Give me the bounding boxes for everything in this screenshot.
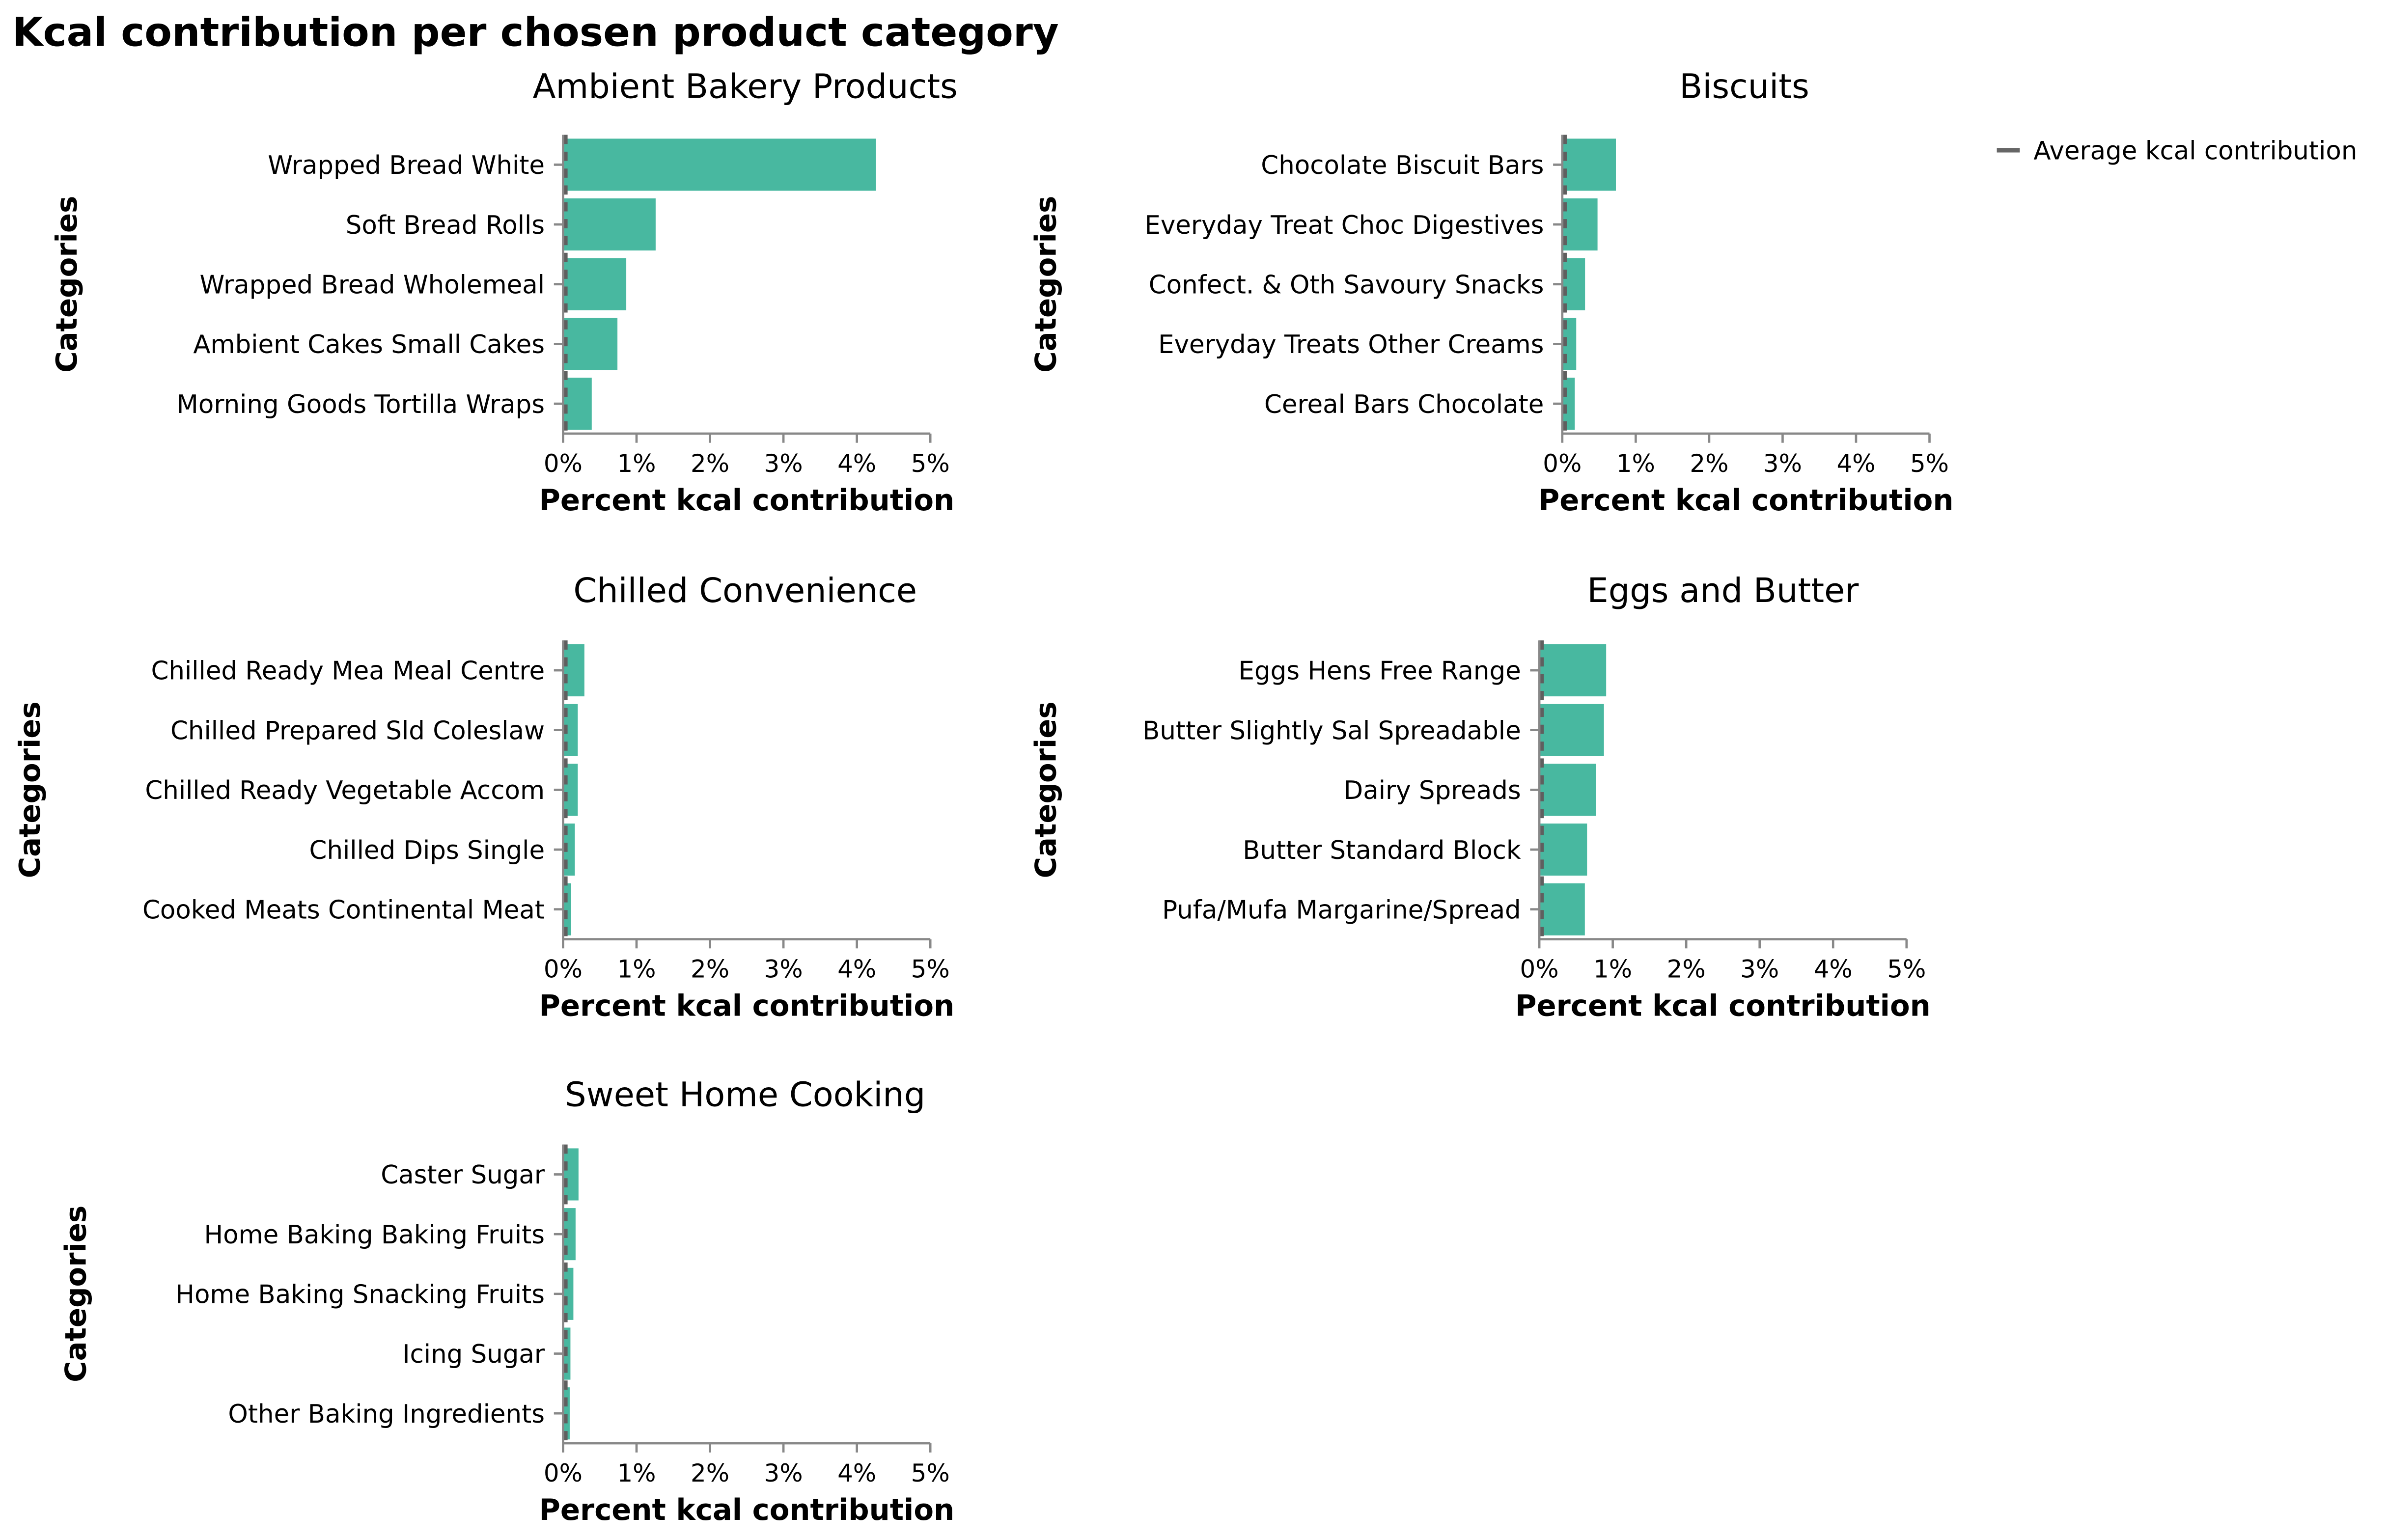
- y-axis-title: Categories: [1029, 196, 1063, 373]
- panel-2: Biscuits Chocolate Biscuit Bars Everyday T…: [1029, 67, 1954, 517]
- panel-1: Ambient Bakery Products Wrapped Bread Whi…: [50, 67, 958, 517]
- x-tick-label: 1%: [617, 449, 656, 478]
- category-label: Home Baking Snacking Fruits: [175, 1280, 545, 1310]
- category-label: Dairy Spreads: [1344, 776, 1521, 805]
- x-tick-label: 1%: [617, 955, 656, 984]
- category-label: Cooked Meats Continental Meat: [142, 895, 545, 925]
- bar: [563, 318, 618, 370]
- chart-main-title: Kcal contribution per chosen product cat…: [12, 10, 1059, 56]
- x-tick-label: 0%: [544, 449, 583, 478]
- bar: [563, 1148, 579, 1201]
- bar: [563, 258, 627, 310]
- x-tick-label: 3%: [1740, 955, 1779, 984]
- bar: [1539, 644, 1607, 697]
- x-tick-label: 4%: [837, 955, 876, 984]
- x-tick-label: 4%: [837, 449, 876, 478]
- y-axis-title: Categories: [13, 701, 47, 878]
- x-tick-label: 5%: [911, 955, 950, 984]
- legend-label: Average kcal contribution: [2033, 136, 2357, 165]
- chart-panels: Ambient Bakery Products Wrapped Bread Whi…: [13, 67, 1953, 1527]
- y-axis-title: Categories: [50, 196, 83, 373]
- x-tick-label: 4%: [1814, 955, 1853, 984]
- bar: [1539, 823, 1587, 876]
- bar: [1562, 138, 1616, 191]
- x-tick-label: 5%: [911, 1459, 950, 1487]
- x-tick-label: 1%: [1616, 449, 1655, 478]
- x-tick-label: 2%: [1667, 955, 1706, 984]
- bar: [1562, 198, 1598, 251]
- category-label: Pufa/Mufa Margarine/Spread: [1162, 895, 1521, 925]
- x-tick-label: 4%: [1836, 449, 1875, 478]
- bar: [563, 138, 876, 191]
- category-label: Chilled Dips Single: [309, 836, 545, 865]
- bar: [563, 1267, 574, 1320]
- panel-title: Biscuits: [1679, 67, 1809, 107]
- panel-title: Chilled Convenience: [573, 571, 917, 610]
- x-tick-label: 4%: [837, 1459, 876, 1487]
- panel-title: Sweet Home Cooking: [565, 1075, 925, 1115]
- x-tick-label: 3%: [1763, 449, 1802, 478]
- x-tick-label: 5%: [911, 449, 950, 478]
- bar: [1539, 764, 1596, 816]
- bar: [563, 198, 656, 251]
- y-axis-title: Categories: [1029, 701, 1063, 878]
- category-label: Home Baking Baking Fruits: [204, 1220, 545, 1250]
- x-axis-title: Percent kcal contribution: [539, 1493, 955, 1527]
- category-label: Chilled Prepared Sld Coleslaw: [170, 716, 545, 745]
- x-tick-label: 1%: [617, 1459, 656, 1487]
- panel-title: Eggs and Butter: [1587, 571, 1859, 610]
- category-label: Confect. & Oth Savoury Snacks: [1149, 270, 1544, 300]
- panel-3: Chilled Convenience Chilled Ready Mea Mea…: [13, 571, 954, 1022]
- bar: [1562, 258, 1585, 310]
- x-axis-title: Percent kcal contribution: [539, 989, 955, 1023]
- bar: [1539, 883, 1585, 935]
- x-tick-label: 0%: [544, 1459, 583, 1487]
- category-label: Caster Sugar: [381, 1160, 545, 1190]
- panel-title: Ambient Bakery Products: [533, 67, 958, 107]
- category-label: Other Baking Ingredients: [228, 1400, 545, 1429]
- category-label: Butter Slightly Sal Spreadable: [1142, 716, 1521, 745]
- legend: Average kcal contribution: [1997, 136, 2357, 165]
- category-label: Wrapped Bread Wholemeal: [200, 270, 545, 300]
- x-tick-label: 0%: [1520, 955, 1559, 984]
- x-axis-title: Percent kcal contribution: [1515, 989, 1931, 1023]
- category-label: Eggs Hens Free Range: [1239, 657, 1521, 686]
- category-label: Wrapped Bread White: [268, 151, 545, 180]
- y-axis-title: Categories: [59, 1206, 93, 1382]
- x-tick-label: 3%: [764, 955, 803, 984]
- x-tick-label: 3%: [764, 1459, 803, 1487]
- x-tick-label: 2%: [691, 955, 729, 984]
- category-label: Icing Sugar: [402, 1340, 545, 1369]
- category-label: Cereal Bars Chocolate: [1264, 390, 1544, 419]
- category-label: Morning Goods Tortilla Wraps: [177, 390, 545, 419]
- category-label: Butter Standard Block: [1243, 836, 1521, 865]
- x-tick-label: 0%: [1543, 449, 1582, 478]
- category-label: Chocolate Biscuit Bars: [1261, 151, 1544, 180]
- bar: [563, 764, 578, 816]
- category-label: Chilled Ready Vegetable Accom: [145, 776, 545, 805]
- category-label: Soft Bread Rolls: [346, 211, 545, 240]
- x-axis-title: Percent kcal contribution: [539, 483, 955, 517]
- x-tick-label: 3%: [764, 449, 803, 478]
- x-axis-title: Percent kcal contribution: [1538, 483, 1954, 517]
- bar: [563, 378, 592, 430]
- bar: [1539, 704, 1604, 756]
- category-label: Everyday Treats Other Creams: [1158, 330, 1544, 359]
- category-label: Everyday Treat Choc Digestives: [1144, 211, 1544, 240]
- x-tick-label: 1%: [1593, 955, 1632, 984]
- panel-5: Sweet Home Cooking Caster Sugar Home Bakin…: [59, 1075, 955, 1527]
- category-label: Ambient Cakes Small Cakes: [193, 330, 545, 359]
- x-tick-label: 2%: [691, 1459, 729, 1487]
- x-tick-label: 2%: [691, 449, 729, 478]
- x-tick-label: 0%: [544, 955, 583, 984]
- bar: [1562, 378, 1575, 430]
- x-tick-label: 5%: [1910, 449, 1949, 478]
- panel-4: Eggs and Butter Eggs Hens Free Range Butte…: [1029, 571, 1931, 1022]
- x-tick-label: 5%: [1887, 955, 1926, 984]
- x-tick-label: 2%: [1690, 449, 1728, 478]
- category-label: Chilled Ready Mea Meal Centre: [151, 657, 545, 686]
- bar: [563, 644, 584, 697]
